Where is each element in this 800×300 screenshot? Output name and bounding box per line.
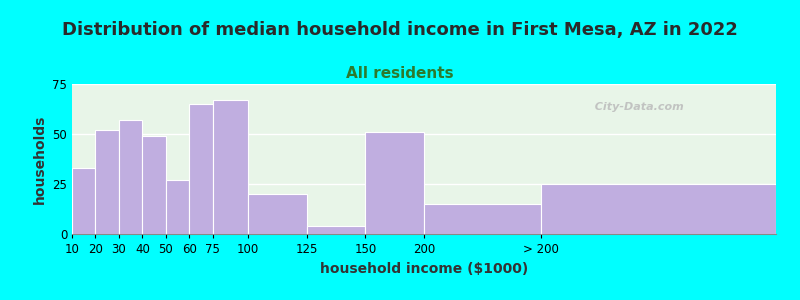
Bar — [72, 168, 95, 234]
Y-axis label: households: households — [33, 114, 46, 204]
Bar — [248, 194, 306, 234]
Text: Distribution of median household income in First Mesa, AZ in 2022: Distribution of median household income … — [62, 21, 738, 39]
Text: All residents: All residents — [346, 66, 454, 81]
Bar — [306, 226, 366, 234]
Bar — [542, 184, 776, 234]
Bar — [95, 130, 119, 234]
Bar — [119, 120, 142, 234]
Bar — [366, 132, 424, 234]
Bar — [213, 100, 248, 234]
Bar — [190, 104, 213, 234]
Bar — [424, 204, 542, 234]
Bar — [166, 180, 190, 234]
X-axis label: household income ($1000): household income ($1000) — [320, 262, 528, 276]
Bar — [142, 136, 166, 234]
Text: City-Data.com: City-Data.com — [587, 102, 683, 112]
